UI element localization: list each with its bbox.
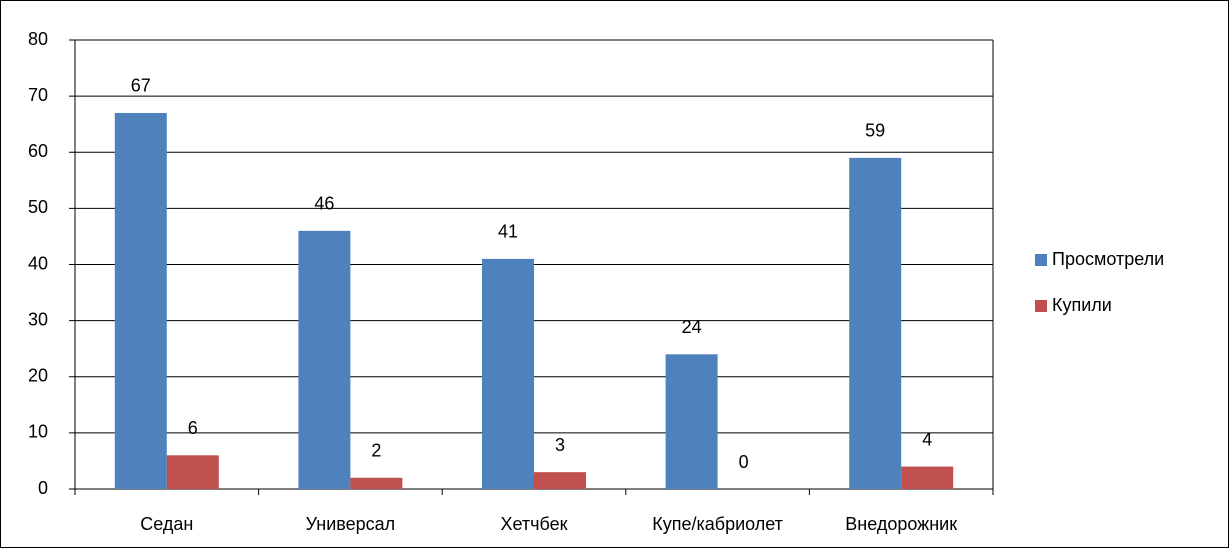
bar [114, 112, 167, 490]
legend-label: Просмотрели [1052, 249, 1164, 269]
y-tick-label: 10 [28, 422, 48, 442]
data-label: 59 [865, 121, 885, 141]
data-label: 0 [739, 452, 749, 472]
y-tick-label: 70 [28, 85, 48, 105]
data-label: 67 [131, 76, 151, 96]
data-label: 41 [498, 222, 518, 242]
data-label: 4 [922, 429, 932, 449]
bar [901, 466, 954, 489]
data-label: 2 [371, 441, 381, 461]
x-tick-label: Купе/кабриолет [652, 514, 783, 534]
y-tick-label: 0 [38, 478, 48, 498]
bar [350, 477, 403, 489]
y-tick-label: 30 [28, 309, 48, 329]
y-tick-label: 60 [28, 141, 48, 161]
y-tick-label: 50 [28, 197, 48, 217]
x-tick-label: Универсал [306, 514, 396, 534]
bar [482, 258, 534, 489]
x-tick-label: Хетчбек [500, 514, 567, 534]
legend-swatch [1035, 300, 1047, 312]
y-tick-label: 40 [28, 253, 48, 273]
bar [534, 472, 586, 489]
data-label: 24 [682, 317, 702, 337]
bar [665, 354, 718, 489]
legend-swatch [1035, 254, 1047, 266]
data-label: 46 [314, 194, 334, 214]
bar [849, 157, 902, 490]
legend-label: Купили [1052, 295, 1112, 315]
bar [166, 455, 219, 489]
data-label: 3 [555, 435, 565, 455]
data-label: 6 [188, 418, 198, 438]
y-tick-label: 80 [28, 29, 48, 49]
x-tick-label: Седан [140, 514, 193, 534]
x-tick-label: Внедорожник [845, 514, 957, 534]
bar [298, 230, 351, 489]
y-tick-label: 20 [28, 366, 48, 386]
